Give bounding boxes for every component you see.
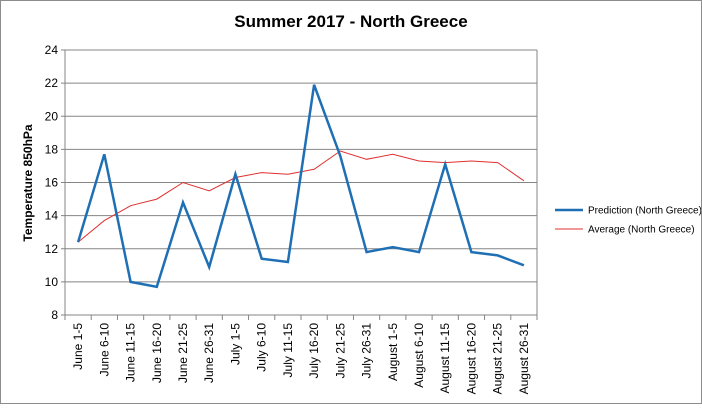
legend-label: Prediction (North Greece) xyxy=(588,206,701,217)
x-tick-labels: June 1-5 June 6-10 June 11-15 June 16-20 Jun… xyxy=(65,315,537,394)
y-axis-label: Temperature 850hPa xyxy=(21,124,35,241)
x-tick-label: June 6-10 xyxy=(97,323,111,377)
x-tick-label: July 21-25 xyxy=(333,323,347,379)
x-tick-label: June 16-20 xyxy=(150,323,164,383)
y-tick-label: 12 xyxy=(45,242,59,256)
legend-label: Average (North Greece) xyxy=(588,225,695,236)
y-tick-label: 14 xyxy=(45,209,59,223)
x-tick-label: July 26-31 xyxy=(360,323,374,379)
chart-title: Summer 2017 - North Greece xyxy=(234,12,467,31)
y-tick-label: 8 xyxy=(51,308,58,322)
x-tick-label: June 1-5 xyxy=(71,323,85,370)
legend-item-average: Average (North Greece) xyxy=(555,225,695,236)
y-tick-label: 10 xyxy=(45,275,59,289)
x-tick-label: June 21-25 xyxy=(176,323,190,383)
x-tick-label: August 26-31 xyxy=(517,323,531,395)
x-tick-label: August 6-10 xyxy=(412,323,426,388)
x-tick-label: August 1-5 xyxy=(386,323,400,381)
x-tick-label: August 16-20 xyxy=(464,323,478,395)
legend-item-prediction: Prediction (North Greece) xyxy=(555,206,701,217)
x-tick-label: July 11-15 xyxy=(281,323,295,378)
y-tick-label: 18 xyxy=(45,142,59,156)
series-lines xyxy=(78,85,524,287)
series-line-average xyxy=(78,151,524,242)
y-tick-labels: 8 10 12 14 16 18 20 22 24 xyxy=(45,43,59,322)
x-tick-label: July 16-20 xyxy=(307,323,321,379)
x-tick-label: June 11-15 xyxy=(124,323,138,382)
x-tick-label: August 21-25 xyxy=(491,323,505,395)
y-tick-label: 16 xyxy=(45,176,59,190)
y-tick-label: 24 xyxy=(45,43,59,57)
x-tick-label: July 1-5 xyxy=(228,323,242,365)
y-tick-label: 22 xyxy=(45,76,59,90)
x-tick-label: July 6-10 xyxy=(255,323,269,372)
legend: Prediction (North Greece) Average (North … xyxy=(555,206,701,236)
x-tick-label: June 26-31 xyxy=(202,323,216,383)
series-line-prediction xyxy=(78,85,524,287)
x-tick-label: August 11-15 xyxy=(438,323,452,394)
y-tick-label: 20 xyxy=(45,109,59,123)
